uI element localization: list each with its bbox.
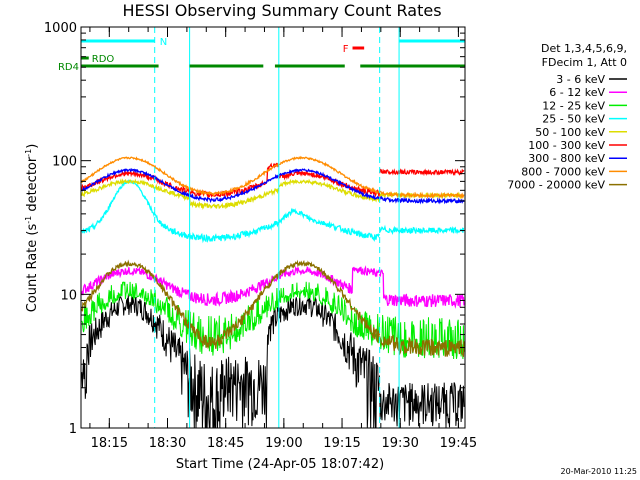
y-tick-label: 1000 (44, 21, 77, 36)
series-line (189, 163, 280, 197)
legend-label: 50 - 100 keV (535, 126, 605, 139)
legend-header-line-1: Det 1,3,4,5,6,9, (541, 42, 627, 55)
series-line (189, 307, 280, 428)
legend-label: 6 - 12 keV (549, 86, 605, 99)
series-line (188, 272, 280, 350)
series-line (278, 155, 380, 195)
x-tick-label: 18:15 (91, 436, 128, 451)
series-line (278, 178, 381, 203)
y-tick-label: 10 (60, 288, 77, 303)
legend-label: 300 - 800 keV (528, 152, 605, 165)
series-line (278, 294, 380, 428)
legend-label: 3 - 6 keV (556, 73, 605, 86)
legend-label: 25 - 50 keV (542, 113, 605, 126)
legend-label: 7000 - 20000 keV (507, 179, 605, 192)
series-line (81, 179, 191, 240)
series-line (81, 294, 190, 418)
series-line (81, 281, 190, 343)
plot-frame (80, 26, 466, 429)
series-line (188, 173, 280, 204)
series-line (379, 190, 465, 200)
y-axis-label: Count Rate (s-1 detector-1) (24, 144, 40, 313)
orbit-lines (154, 27, 466, 428)
chart-title: HESSI Observing Summary Count Rates (122, 1, 441, 20)
flag-label: RDO (92, 54, 115, 65)
series-line (379, 269, 465, 309)
flag-label: RD4 (58, 62, 79, 73)
series-line (81, 167, 190, 198)
series-line (379, 314, 465, 360)
series-layer (81, 155, 465, 428)
series-line (379, 224, 465, 236)
series-line (188, 273, 280, 307)
series-line (379, 195, 465, 205)
y-tick-label: 100 (52, 155, 77, 170)
series-line (188, 162, 280, 199)
x-tick-label: 19:30 (381, 436, 418, 451)
series-line (379, 334, 465, 358)
x-tick-label: 19:00 (265, 436, 302, 451)
legend-label: 800 - 7000 keV (521, 165, 605, 178)
y-tick-label: 1 (69, 422, 77, 437)
series-line (81, 156, 190, 191)
series-line (379, 382, 465, 428)
x-axis-label: Start Time (24-Apr-05 18:07:42) (176, 457, 384, 472)
series-line (81, 259, 191, 329)
flag-label: F (343, 44, 349, 55)
series-line (188, 220, 280, 244)
flag-bars: N F RDO RD4 (58, 37, 465, 73)
series-line (278, 281, 380, 346)
legend: Det 1,3,4,5,6,9, FDecim 1, Att 0 3 - 6 k… (507, 42, 627, 192)
x-tick-label: 18:30 (149, 436, 186, 451)
series-line (188, 187, 280, 210)
legend-label: 100 - 300 keV (528, 139, 605, 152)
series-line (278, 168, 381, 200)
series-line (278, 207, 381, 242)
series-line (278, 259, 381, 343)
axis-ticks: 1 10 100 1000 18:15 18:30 18:45 19:00 19:15 19:30… (44, 21, 477, 451)
x-tick-label: 18:45 (207, 436, 244, 451)
flag-label: N (160, 37, 167, 48)
series-line (81, 178, 191, 202)
series-line (379, 168, 465, 177)
x-tick-label: 19:15 (323, 436, 360, 451)
x-tick-label: 19:45 (440, 436, 477, 451)
legend-header-line-2: FDecim 1, Att 0 (542, 56, 627, 69)
legend-label: 12 - 25 keV (542, 99, 605, 112)
date-stamp: 20-Mar-2010 11:25 (561, 467, 638, 476)
